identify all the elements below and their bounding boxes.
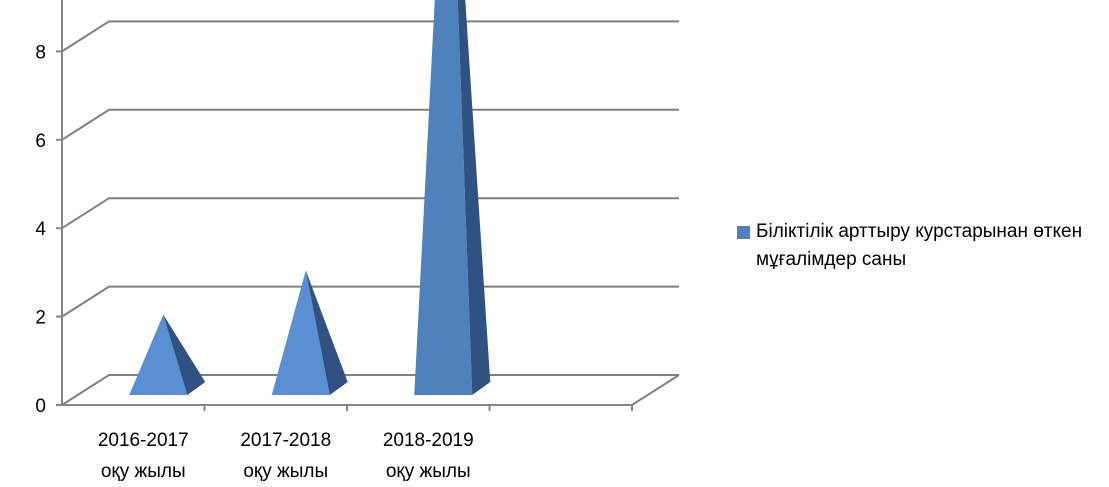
x-category-label: 2018-2019 xyxy=(383,430,474,451)
gridline xyxy=(61,285,679,318)
x-category-label: оқу жылы xyxy=(101,461,186,482)
gridline xyxy=(61,197,679,230)
pyramid-front-face xyxy=(414,0,473,395)
legend-label: Біліктілік арттыру курстарынан өткен мұғ… xyxy=(756,221,1083,270)
pyramid-side-face xyxy=(457,0,491,395)
floor-right-edge xyxy=(631,374,680,406)
y-tick-label: 4 xyxy=(35,219,46,240)
legend-swatch xyxy=(737,226,750,239)
x-category-label: 2017-2018 xyxy=(240,430,331,451)
pyramid-side-face xyxy=(305,270,348,395)
pyramid-front-face xyxy=(129,314,188,395)
y-axis-ticks: 0246810121416 xyxy=(35,42,633,417)
x-axis-category-labels: 2016-2017 оқу жылы 2017-2018 оқу жылы 2018-2… xyxy=(98,430,474,482)
y-tick-label: 0 xyxy=(35,396,46,417)
y-tick-label: 8 xyxy=(35,42,46,63)
gridline xyxy=(61,108,679,141)
data-pyramids xyxy=(129,0,491,395)
gridline xyxy=(61,20,679,53)
x-category-label: 2016-2017 xyxy=(98,430,189,451)
y-tick-label: 2 xyxy=(35,308,46,329)
x-category-label: оқу жылы xyxy=(386,461,471,482)
x-category-label: оқу жылы xyxy=(243,461,328,482)
pyramid-side-face xyxy=(163,314,206,395)
pyramid-front-face xyxy=(271,270,330,395)
y-tick-label: 6 xyxy=(35,131,46,152)
